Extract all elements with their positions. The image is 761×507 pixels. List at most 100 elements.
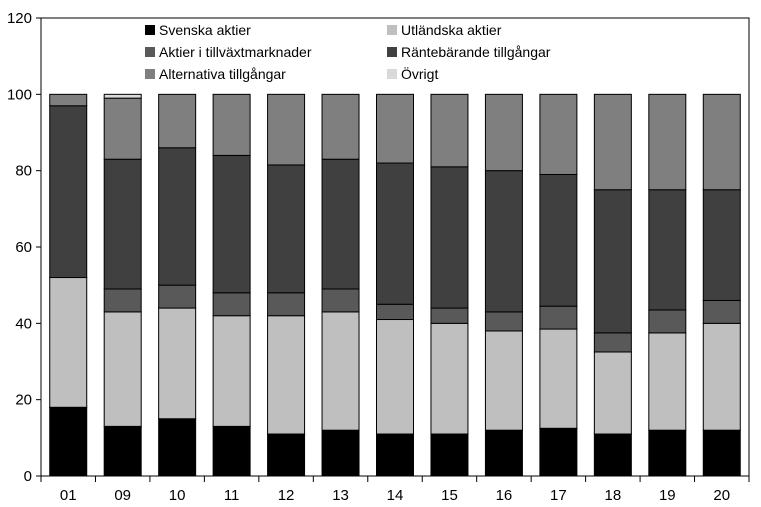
bar-segment-16-series-0 [484,429,523,477]
bar-segment-16-series-4 [484,93,523,172]
bar-segment-18-series-1 [593,351,632,435]
bar-segment-09-series-1 [103,311,142,427]
bar-segment-16-series-3 [484,170,523,313]
bar-segment-15-series-0 [430,433,469,477]
bar-segment-09-series-3 [103,158,142,290]
legend-swatch [145,47,155,57]
bar-segment-15-series-2 [430,307,469,324]
bar-segment-01-series-0 [49,406,88,477]
x-tick-label: 09 [114,487,131,504]
legend-swatch [387,25,397,35]
bar-segment-09-series-4 [103,97,142,160]
bar-segment-10-series-2 [158,284,197,309]
bar-segment-11-series-3 [212,154,251,294]
legend: Svenska aktier Utländska aktier Aktier i t… [145,22,551,82]
bar-segment-16-series-2 [484,311,523,332]
legend-swatch [387,69,397,79]
bar-segment-14-series-1 [376,319,414,435]
x-tick-label: 01 [60,487,77,504]
x-tick-label: 10 [169,487,186,504]
legend-swatch [387,47,397,57]
legend-label: Alternativa tillgångar [159,66,286,82]
bar-segment-11-series-2 [212,292,251,317]
x-tick-label: 20 [713,487,730,504]
bar-segment-09-series-0 [103,425,142,477]
bar-segment-20-series-1 [702,322,741,431]
bar-segment-11-series-4 [212,93,251,156]
bar-segment-13-series-1 [321,311,360,431]
bar-segment-17-series-3 [539,173,578,307]
x-tick-label: 18 [605,487,622,504]
bar-segment-20-series-3 [702,189,741,301]
legend-label: Räntebärande tillgångar [401,44,551,60]
legend-label: Utländska aktier [401,22,502,38]
bar-segment-12-series-4 [267,93,306,166]
x-tick-label: 13 [332,487,349,504]
y-tick-label: 120 [7,10,32,27]
legend-label: Svenska aktier [159,22,251,38]
bar-segment-14-series-4 [376,93,414,164]
bar-segment-13-series-0 [321,429,360,477]
bar-segment-20-series-2 [702,299,741,324]
y-tick-label: 0 [24,468,32,485]
bar-segment-17-series-4 [539,93,578,175]
bar-segment-16-series-1 [484,330,523,431]
bar-segment-11-series-1 [212,315,251,427]
bar-segment-17-series-1 [539,328,578,429]
x-tick-label: 11 [224,487,240,504]
bar-segment-18-series-4 [593,93,632,191]
bar-segment-20-series-4 [702,93,741,191]
bar-segment-10-series-3 [158,147,197,286]
bar-segment-01-series-3 [49,105,88,279]
bar-segment-12-series-1 [267,315,306,435]
bar-segment-14-series-3 [376,162,414,305]
bar-segment-18-series-0 [593,433,632,477]
bar-segment-14-series-2 [376,303,414,321]
bar-segment-19-series-1 [648,332,687,431]
x-tick-label: 19 [659,487,676,504]
x-tick-label: 16 [496,487,513,504]
bar-segment-09-series-5 [103,93,142,99]
bar-segment-15-series-3 [430,166,469,309]
legend-label: Övrigt [401,65,438,82]
y-tick-label: 60 [15,239,32,256]
y-tick-label: 20 [15,392,32,409]
bar-segment-17-series-0 [539,427,578,477]
bar-segment-13-series-3 [321,158,360,290]
bar-segment-15-series-1 [430,322,469,435]
bar-segment-10-series-0 [158,418,197,477]
bar-segment-19-series-3 [648,189,687,311]
x-tick-label: 17 [550,487,567,504]
x-axis: 01 09 10 11 12 13 14 15 16 17 18 19 20 [40,476,750,504]
bar-segment-19-series-4 [648,93,687,191]
legend-swatch [145,69,155,79]
y-tick-label: 100 [7,86,32,103]
bar-segment-01-series-4 [49,93,88,107]
x-tick-label: 12 [278,487,295,504]
x-tick-label: 15 [441,487,458,504]
bar-segment-14-series-0 [376,433,414,477]
x-tick-label: 14 [387,487,404,504]
bar-segment-19-series-2 [648,309,687,334]
bar-segment-19-series-0 [648,429,687,477]
bar-segment-15-series-4 [430,93,469,168]
bar-segment-12-series-3 [267,164,306,294]
bar-segment-18-series-3 [593,189,632,334]
legend-swatch [145,25,155,35]
bar-segment-20-series-0 [702,429,741,477]
bar-segment-09-series-2 [103,288,142,313]
bar-segment-17-series-2 [539,305,578,330]
bar-segment-12-series-0 [267,433,306,477]
bar-segment-11-series-0 [212,425,251,477]
bar-segment-10-series-4 [158,93,197,149]
y-tick-label: 40 [15,315,32,332]
y-axis: 0 20 40 60 80 100 120 [7,10,41,485]
bar-segment-12-series-2 [267,292,306,317]
bars-layer [49,93,741,477]
legend-label: Aktier i tillväxtmarknader [159,44,312,60]
bar-segment-13-series-2 [321,288,360,313]
y-tick-label: 80 [15,163,32,180]
bar-segment-10-series-1 [158,307,197,420]
bar-segment-18-series-2 [593,332,632,353]
